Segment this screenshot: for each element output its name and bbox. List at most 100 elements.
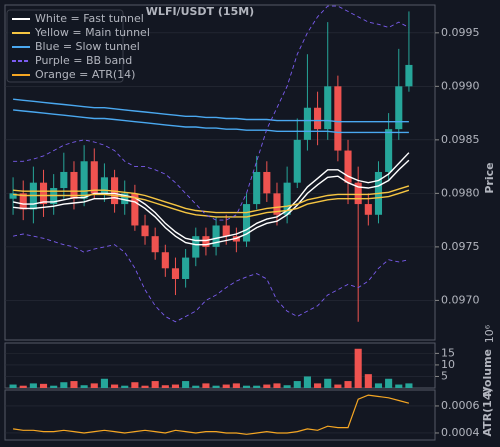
y-tick-label: 5 bbox=[441, 369, 448, 382]
candle-body bbox=[151, 236, 159, 253]
legend-box bbox=[6, 9, 124, 83]
candle-body bbox=[90, 161, 98, 194]
chart-title: WLFI/USDT (15M) bbox=[146, 5, 254, 18]
volume-bar bbox=[161, 385, 169, 388]
volume-bar bbox=[334, 384, 342, 388]
y-axis-label: Volume bbox=[481, 349, 494, 395]
volume-bar bbox=[344, 381, 352, 388]
candle-body bbox=[242, 204, 251, 242]
band-line bbox=[12, 152, 410, 242]
volume-bar bbox=[232, 383, 240, 388]
y-tick-label: 0.0980 bbox=[441, 186, 480, 199]
candle-body bbox=[222, 225, 230, 237]
candle-body bbox=[100, 177, 108, 194]
candle-body bbox=[263, 171, 271, 194]
axis-offset-label: 10⁶ bbox=[483, 324, 496, 343]
y-axis-label: Price bbox=[483, 162, 496, 193]
candle-body bbox=[293, 139, 301, 183]
volume-bar bbox=[100, 378, 108, 388]
volume-bar bbox=[293, 381, 301, 388]
candle-body bbox=[283, 182, 291, 215]
y-tick-label: 0.0006 bbox=[441, 399, 480, 412]
volume-bar bbox=[212, 385, 220, 388]
volume-bar bbox=[395, 384, 403, 388]
legend-label: Purple = BB band bbox=[35, 54, 132, 67]
candle-body bbox=[171, 268, 180, 279]
candle-body bbox=[182, 257, 190, 279]
volume-bar bbox=[385, 378, 393, 388]
y-axis-label: ATR(14) bbox=[481, 388, 494, 437]
candle-body bbox=[121, 193, 129, 205]
volume-bar bbox=[70, 381, 78, 388]
legend-label: Yellow = Main tunnel bbox=[34, 26, 150, 39]
volume-bar bbox=[364, 374, 372, 388]
candle-body bbox=[303, 107, 311, 140]
volume-bar bbox=[9, 384, 17, 388]
y-tick-label: 0.0975 bbox=[441, 240, 480, 253]
candle-body bbox=[334, 86, 342, 151]
candle-body bbox=[385, 129, 393, 172]
y-tick-label: 0.0970 bbox=[441, 293, 480, 306]
legend-label: Blue = Slow tunnel bbox=[35, 40, 140, 53]
band-line bbox=[13, 185, 410, 214]
volume-bar bbox=[314, 383, 322, 388]
candle-body bbox=[344, 150, 352, 183]
legend-label: Orange = ATR(14) bbox=[35, 68, 135, 81]
volume-bar bbox=[324, 378, 332, 388]
volume-bar bbox=[405, 383, 413, 388]
y-tick-label: 0.0004 bbox=[441, 426, 480, 439]
volume-bar bbox=[374, 383, 383, 388]
volume-bar bbox=[192, 385, 200, 388]
volume-bar bbox=[90, 383, 98, 388]
candle-body bbox=[395, 86, 403, 130]
volume-bar bbox=[273, 383, 281, 388]
candle-body bbox=[60, 171, 68, 189]
band-line bbox=[13, 109, 409, 134]
volume-bar bbox=[131, 382, 139, 388]
candle-body bbox=[354, 182, 362, 205]
band-line bbox=[13, 189, 410, 218]
band-line bbox=[13, 159, 410, 246]
panel-frame bbox=[4, 4, 436, 341]
volume-bar bbox=[50, 385, 58, 388]
y-tick-label: 10 bbox=[441, 358, 455, 371]
candle-body bbox=[202, 236, 210, 247]
volume-bar bbox=[151, 381, 159, 388]
panel-frame bbox=[4, 389, 436, 441]
volume-bar bbox=[121, 385, 129, 388]
band-line bbox=[13, 98, 409, 123]
volume-bar bbox=[253, 385, 261, 388]
y-tick-label: 15 bbox=[441, 346, 455, 359]
candle-body bbox=[131, 193, 139, 226]
legend-label: White = Fast tunnel bbox=[35, 12, 144, 25]
candle-body bbox=[19, 193, 27, 210]
volume-bar bbox=[60, 382, 68, 388]
volume-bar bbox=[19, 385, 27, 388]
volume-bar bbox=[29, 383, 37, 388]
candle-body bbox=[141, 225, 149, 237]
volume-bar bbox=[263, 384, 271, 388]
volume-bar bbox=[242, 385, 251, 388]
panel-frame bbox=[4, 342, 436, 389]
candle-body bbox=[324, 86, 332, 130]
candle-body bbox=[70, 171, 78, 199]
volume-bar bbox=[222, 384, 230, 388]
candle-body bbox=[161, 252, 169, 269]
candle-body bbox=[314, 107, 322, 130]
atr-line bbox=[13, 394, 410, 435]
candle-body bbox=[212, 225, 220, 247]
candle-body bbox=[80, 161, 88, 199]
volume-bar bbox=[202, 383, 210, 388]
volume-bar bbox=[141, 385, 149, 388]
y-tick-label: 0.0995 bbox=[441, 26, 480, 39]
candle-body bbox=[253, 171, 261, 205]
volume-bar bbox=[303, 376, 311, 388]
candle-body bbox=[9, 193, 17, 199]
candle-body bbox=[273, 193, 281, 215]
volume-bar bbox=[354, 348, 362, 388]
volume-bar bbox=[283, 385, 291, 388]
volume-bar bbox=[182, 381, 190, 388]
y-tick-label: 0.0990 bbox=[441, 79, 480, 92]
y-tick-label: 0.0985 bbox=[441, 133, 480, 146]
